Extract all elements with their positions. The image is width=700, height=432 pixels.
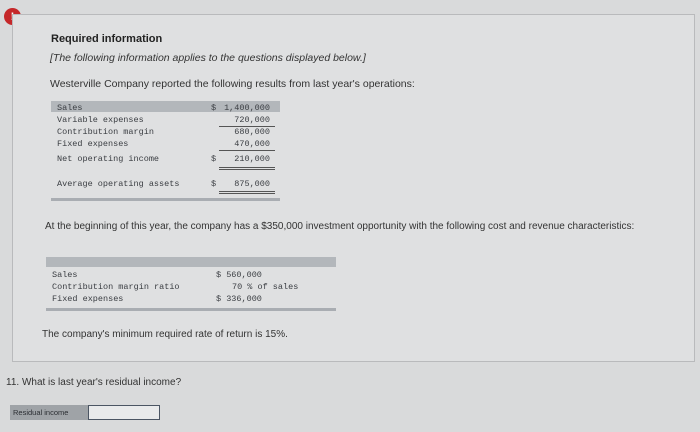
double-underline — [219, 193, 275, 194]
section-title: Required information — [51, 33, 163, 45]
table-header-bar — [46, 257, 336, 267]
table-header-bar — [51, 101, 280, 112]
row-label: Contribution margin ratio — [52, 282, 180, 292]
double-underline — [219, 169, 275, 170]
required-information-panel: Required information [The following info… — [12, 14, 695, 362]
results-table: Sales $ 1,400,000 Variable expenses 720,… — [51, 101, 280, 203]
investment-table: Sales $ 560,000 Contribution margin rati… — [46, 257, 336, 313]
row-currency: $ — [211, 154, 217, 164]
row-currency: $ — [211, 179, 217, 189]
row-label: Contribution margin — [57, 127, 154, 137]
row-value: 210,000 — [234, 154, 270, 164]
row-value: $ 336,000 — [216, 294, 262, 304]
row-label: Average operating assets — [57, 179, 180, 189]
double-underline — [219, 167, 275, 168]
row-value: 680,000 — [234, 127, 270, 137]
row-label: Sales — [52, 270, 78, 280]
row-value: 1,400,000 — [224, 103, 270, 113]
row-label: Variable expenses — [57, 115, 144, 125]
answer-row: Residual income — [10, 405, 160, 423]
row-label: Net operating income — [57, 154, 160, 164]
table-footer-bar — [51, 198, 280, 201]
table-footer-bar — [46, 308, 336, 311]
row-value: 470,000 — [234, 139, 270, 149]
row-label: Sales — [57, 103, 83, 113]
row-label: Fixed expenses — [57, 139, 129, 149]
double-underline — [219, 191, 275, 192]
row-value: 875,000 — [234, 179, 270, 189]
question-text: 11. What is last year's residual income? — [6, 377, 182, 388]
row-label: Fixed expenses — [52, 294, 124, 304]
underline — [219, 150, 275, 151]
investment-text: At the beginning of this year, the compa… — [45, 221, 635, 232]
residual-income-input[interactable] — [88, 405, 160, 420]
intro-text: Westerville Company reported the followi… — [50, 78, 415, 90]
row-value: 70 % of sales — [232, 282, 299, 292]
rate-text: The company's minimum required rate of r… — [42, 329, 288, 340]
row-value: 720,000 — [234, 115, 270, 125]
underline — [219, 126, 275, 127]
row-value: $ 560,000 — [216, 270, 262, 280]
row-currency: $ — [211, 103, 217, 113]
section-subtitle: [The following information applies to th… — [50, 52, 366, 64]
residual-income-label: Residual income — [10, 405, 88, 420]
